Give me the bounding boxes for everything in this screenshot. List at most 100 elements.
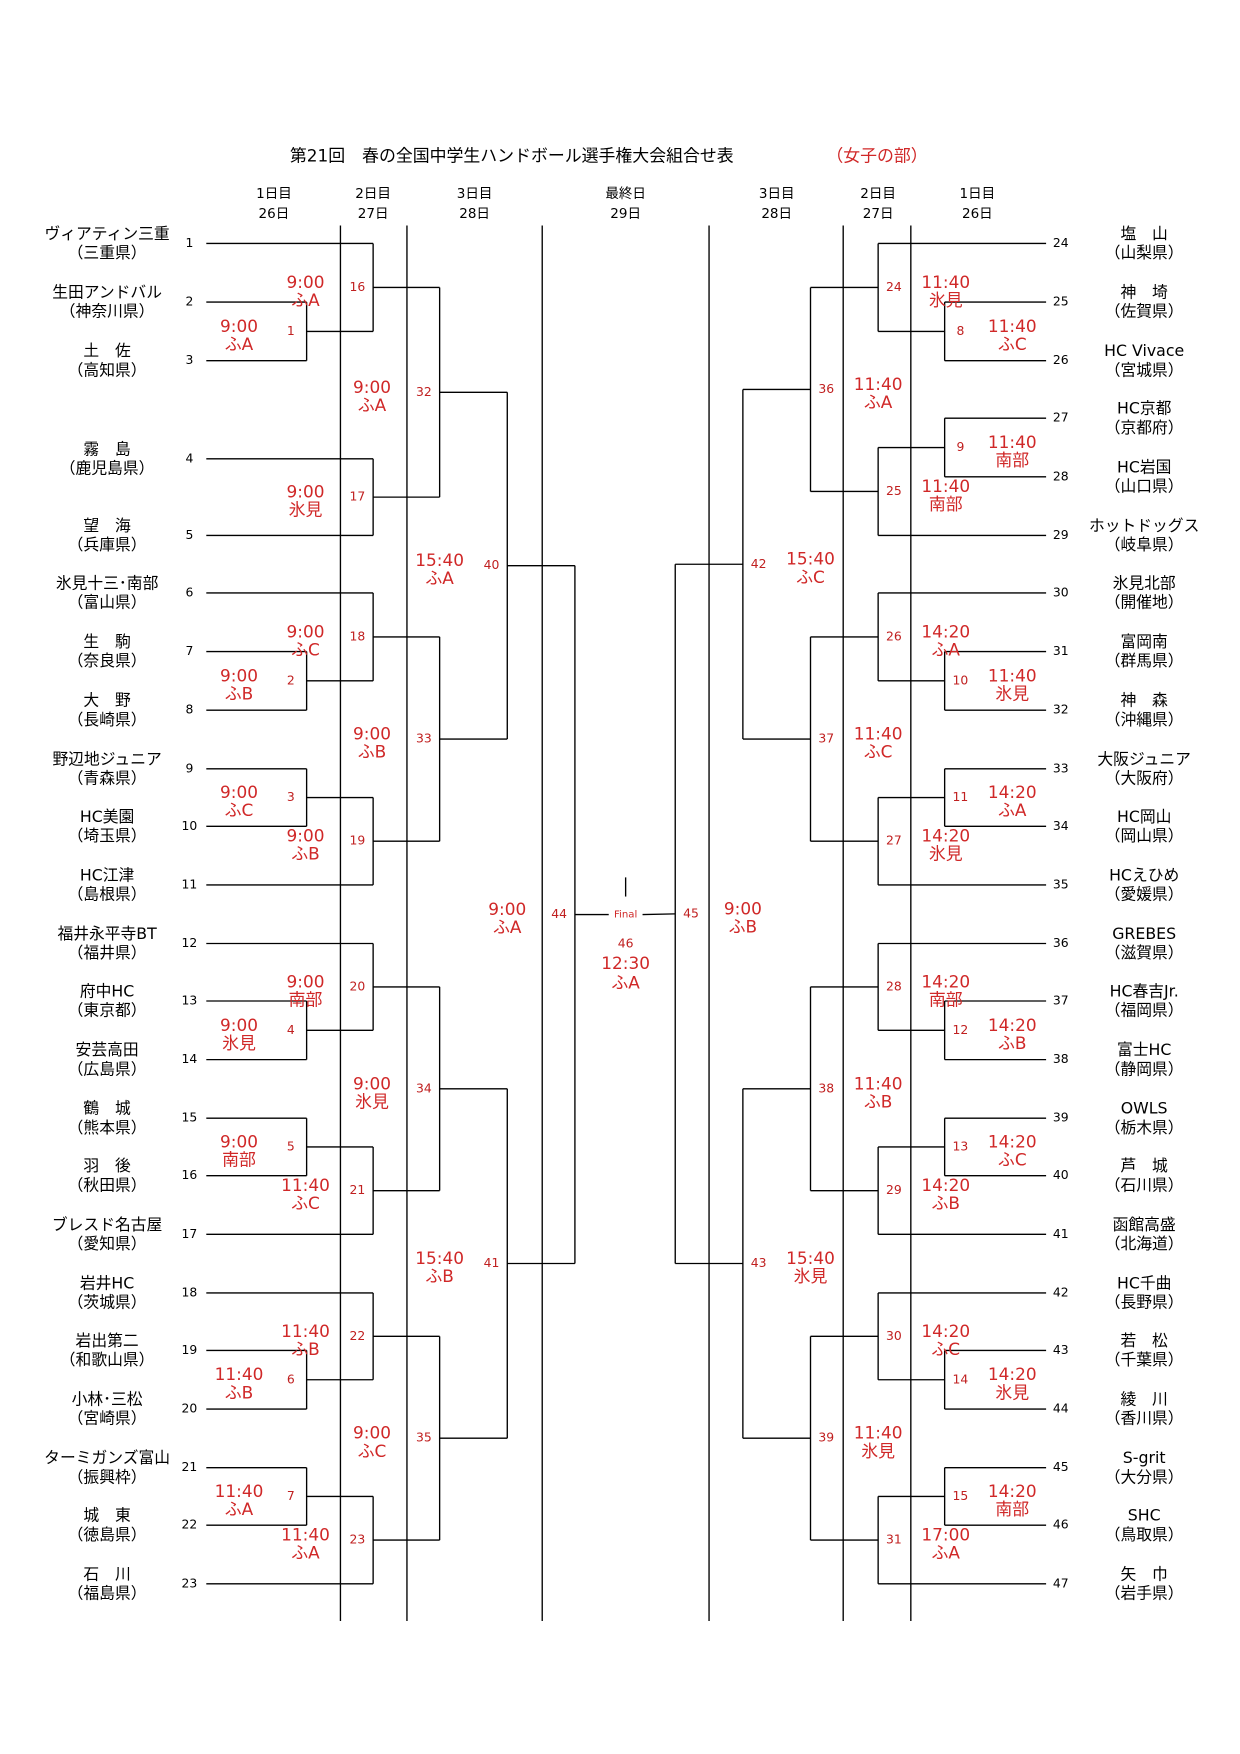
match-time: 11:40 (281, 1321, 330, 1341)
team-name: 小林･三松 (72, 1390, 143, 1409)
team-pref: （兵庫県） (68, 535, 147, 554)
match-no: 38 (818, 1080, 834, 1095)
team-pref: （埼玉県） (68, 826, 147, 845)
team-name: 神 森 (1121, 691, 1169, 710)
match-time: 9:00 (220, 1131, 258, 1151)
team-name: 鶴 城 (83, 1099, 131, 1118)
match-no: 28 (886, 978, 902, 993)
team-name: HC岩国 (1117, 457, 1171, 476)
team-pref: （愛媛県） (1105, 885, 1184, 904)
match-venue: ふC (225, 800, 254, 820)
team-pref: （福井県） (68, 943, 147, 962)
team-no: 21 (182, 1459, 198, 1474)
team-pref: （徳島県） (68, 1525, 147, 1544)
team-name: 野辺地ジュニア (52, 749, 161, 768)
team-pref: （佐賀県） (1105, 302, 1184, 321)
match-venue: ふA (225, 1499, 254, 1519)
match-no: 15 (953, 1488, 969, 1503)
match-no: 12 (953, 1022, 969, 1037)
match-venue: 氷見 (929, 290, 963, 310)
team-no: 37 (1053, 992, 1069, 1007)
match-venue: 氷見 (929, 844, 963, 864)
date-label: 28日 (761, 206, 792, 222)
team-no: 8 (185, 702, 193, 717)
match-time: 11:40 (215, 1364, 264, 1384)
match-no: 16 (349, 279, 365, 294)
match-no: 2 (287, 672, 295, 687)
team-name: 矢 巾 (1121, 1564, 1168, 1583)
team-name: 羽 後 (83, 1156, 131, 1175)
match-venue: ふA (291, 290, 320, 310)
team-name: HCえひめ (1109, 865, 1179, 884)
match-venue: 氷見 (289, 500, 323, 520)
team-name: 石 川 (83, 1564, 130, 1583)
team-no: 32 (1053, 702, 1069, 717)
team-no: 4 (185, 450, 193, 465)
match-venue: 南部 (929, 989, 963, 1009)
team-pref: （大阪府） (1105, 768, 1184, 787)
team-pref: （神奈川県） (60, 302, 155, 321)
match-no: 14 (953, 1371, 969, 1386)
team-pref: （三重県） (68, 243, 147, 262)
match-no: 42 (751, 556, 767, 571)
team-name: 望 海 (83, 516, 131, 535)
match-time: 15:40 (415, 1248, 464, 1268)
match-time: 15:40 (786, 1248, 835, 1268)
team-no: 40 (1053, 1167, 1069, 1182)
team-pref: （栃木県） (1105, 1118, 1184, 1137)
match-time: 9:00 (287, 482, 325, 502)
team-no: 9 (185, 760, 193, 775)
team-pref: （鹿児島県） (60, 458, 155, 477)
match-venue: ふB (998, 1033, 1026, 1053)
team-name: HC Vivace (1104, 341, 1184, 360)
day-label: 1日目 (256, 186, 292, 202)
team-no: 22 (182, 1517, 198, 1532)
match-time: 11:40 (988, 316, 1037, 336)
match-time: 9:00 (353, 1423, 391, 1443)
match-venue: ふB (291, 1339, 319, 1359)
match-no: 22 (349, 1328, 365, 1343)
team-pref: （沖縄県） (1105, 710, 1184, 729)
team-name: 大 野 (83, 691, 131, 710)
team-no: 43 (1053, 1342, 1069, 1357)
team-no: 11 (182, 876, 198, 891)
team-no: 36 (1053, 935, 1069, 950)
match-venue: ふC (998, 334, 1027, 354)
day-label: 最終日 (605, 186, 646, 202)
team-no: 6 (185, 584, 193, 599)
match-time: 11:40 (988, 665, 1037, 685)
match-no: 29 (886, 1182, 902, 1197)
division: （女子の部） (826, 146, 927, 166)
team-pref: （和歌山県） (60, 1350, 155, 1369)
team-pref: （石川県） (1105, 1175, 1184, 1194)
team-name: 生田アンドバル (52, 283, 162, 302)
team-pref: （広島県） (68, 1059, 147, 1078)
team-name: 氷見十三･南部 (56, 573, 159, 592)
team-no: 38 (1053, 1051, 1069, 1066)
team-pref: （茨城県） (68, 1293, 147, 1312)
team-name: 城 東 (83, 1506, 131, 1525)
team-pref: （香川県） (1105, 1409, 1184, 1428)
match-venue: ふC (864, 742, 893, 762)
match-venue: ふC (291, 639, 320, 659)
team-pref: （開催地） (1105, 593, 1184, 612)
team-no: 42 (1053, 1284, 1069, 1299)
match-time: 11:40 (854, 1073, 903, 1093)
team-name: GREBES (1112, 924, 1176, 943)
match-no: 35 (416, 1430, 432, 1445)
team-pref: （千葉県） (1105, 1350, 1184, 1369)
team-pref: （岐阜県） (1105, 535, 1184, 554)
match-no: 31 (886, 1532, 902, 1547)
team-pref: （秋田県） (68, 1175, 147, 1194)
day-label: 3日目 (759, 186, 795, 202)
team-pref: （高知県） (68, 360, 147, 379)
match-venue: ふC (291, 1193, 320, 1213)
team-pref: （宮崎県） (68, 1409, 147, 1428)
team-no: 39 (1053, 1110, 1069, 1125)
team-name: 生 駒 (83, 632, 130, 651)
team-pref: （東京都） (68, 1001, 147, 1020)
match-no: 34 (416, 1080, 432, 1095)
team-pref: （長野県） (1105, 1293, 1184, 1312)
team-name: ターミガンズ富山 (44, 1448, 170, 1467)
